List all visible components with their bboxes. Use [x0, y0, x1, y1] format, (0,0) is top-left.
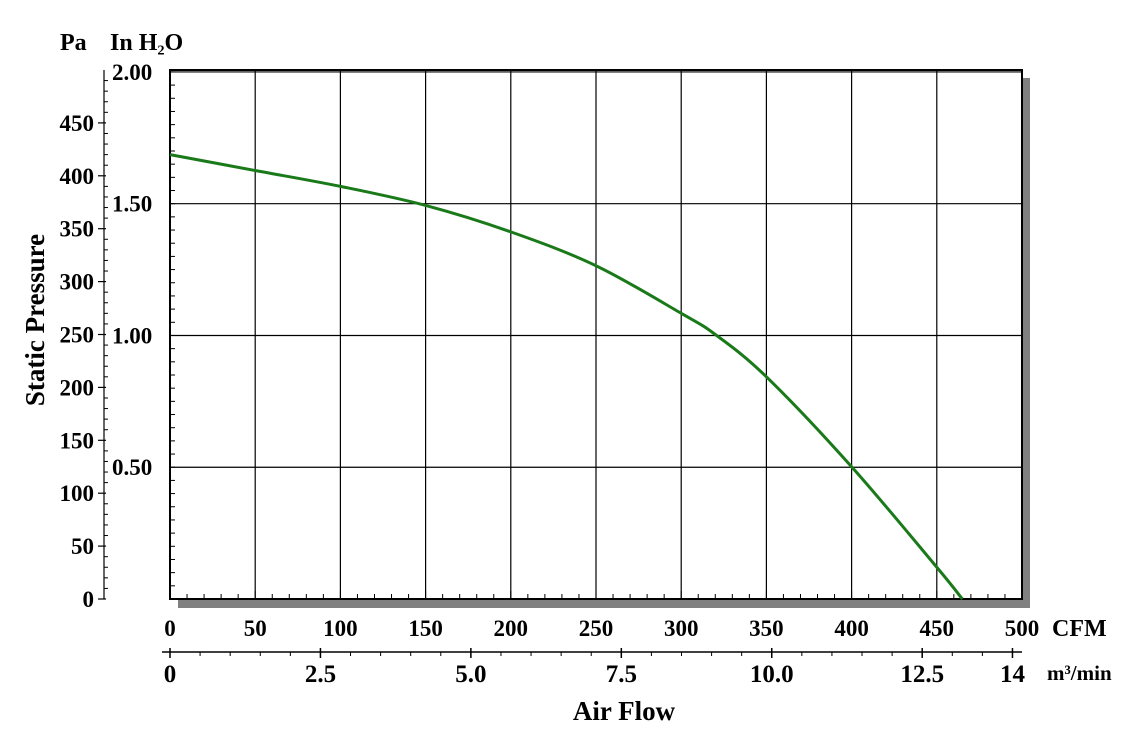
tick-labels: 0 50 100 150 200 250 300 350 400 450 5000.501.001.… — [60, 60, 1040, 641]
x-tick-label: 0 — [164, 616, 176, 641]
y-tick-label: 200 — [60, 375, 95, 400]
x-tick-label: 50 — [244, 616, 267, 641]
x2-axis-ticks: 0 2.5 5.0 7.5 10.0 12.5 14 — [164, 648, 1026, 688]
y-tick-label: 50 — [71, 534, 94, 559]
x-tick-label: 350 — [749, 616, 784, 641]
x-unit-primary: CFM — [1052, 616, 1107, 642]
series-line — [169, 153, 964, 600]
y2-tick-label: 0.50 — [112, 455, 152, 480]
x-axis-title: Air Flow — [573, 696, 676, 726]
plot-shadow-bottom — [178, 599, 1030, 608]
x2-tick-label: 14 — [1000, 661, 1026, 688]
x-tick-label: 250 — [579, 616, 614, 641]
x2-tick-label: 5.0 — [455, 661, 486, 688]
plot-shadow-right — [1022, 78, 1030, 608]
x-tick-label: 100 — [323, 616, 358, 641]
y2-tick-label: 1.50 — [112, 192, 152, 217]
x-tick-label: 450 — [920, 616, 955, 641]
x2-tick-label: 12.5 — [900, 661, 944, 688]
x2-tick-label: 0 — [164, 661, 177, 688]
y-tick-label: 400 — [60, 164, 95, 189]
grid-lines — [170, 70, 1022, 599]
x-tick-label: 300 — [664, 616, 699, 641]
series-layer — [169, 153, 964, 600]
y2-tick-label: 1.00 — [112, 323, 152, 348]
y-tick-label: 250 — [60, 323, 95, 348]
minor-ticks — [98, 70, 1023, 600]
y-tick-label: 100 — [60, 481, 95, 506]
y-tick-label: 300 — [60, 270, 95, 295]
y-unit-secondary: In H₂O — [110, 30, 183, 56]
y-tick-label: 150 — [60, 428, 95, 453]
y-tick-label: 350 — [60, 217, 95, 242]
y-tick-label: 0 — [83, 587, 95, 612]
x2-tick-label: 10.0 — [750, 661, 794, 688]
x2-tick-label: 2.5 — [305, 661, 336, 688]
x-unit-secondary: m³/min — [1047, 661, 1112, 685]
x-tick-label: 400 — [834, 616, 869, 641]
plot-frame — [169, 69, 1023, 600]
y-tick-label: 450 — [60, 111, 95, 136]
y-unit-primary: Pa — [60, 30, 87, 56]
x-tick-label: 500 — [1005, 616, 1040, 641]
y-axis-title: Static Pressure — [20, 234, 50, 406]
x-tick-label: 200 — [494, 616, 529, 641]
y2-tick-label: 2.00 — [112, 60, 152, 85]
x2-tick-label: 7.5 — [606, 661, 637, 688]
x-tick-label: 150 — [408, 616, 443, 641]
